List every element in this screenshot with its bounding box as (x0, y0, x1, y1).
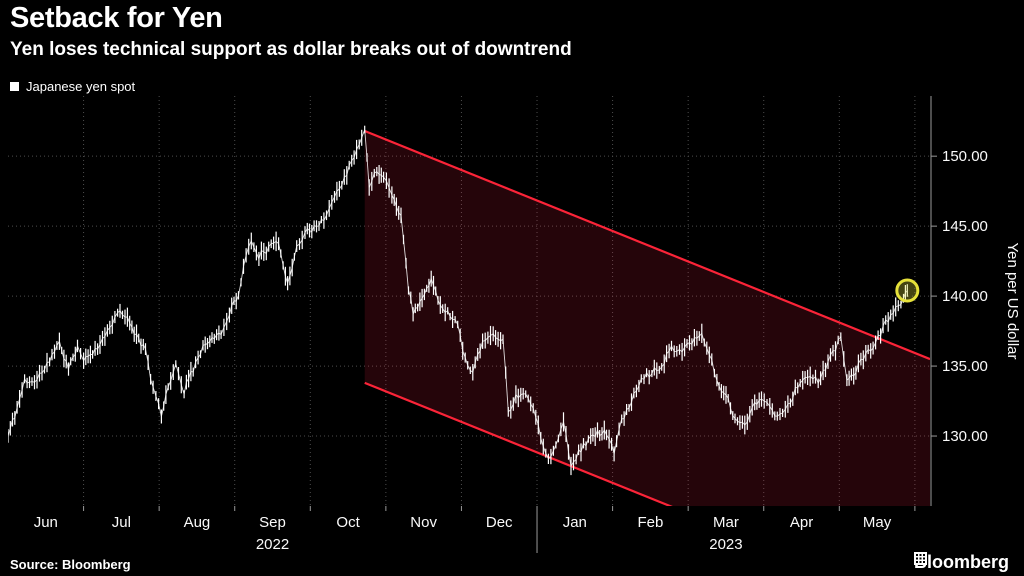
channel-upper-line (364, 129, 930, 361)
chart-subtitle: Yen loses technical support as dollar br… (10, 39, 572, 60)
page-title: Setback for Yen (10, 2, 223, 34)
logo-dot-matrix (913, 552, 927, 565)
legend-swatch-icon (10, 82, 19, 91)
y-tick-label: 140.00 (942, 288, 988, 305)
price-line (8, 129, 908, 468)
source-credit: Source: Bloomberg (10, 557, 131, 572)
channel-lower-line (364, 381, 673, 506)
month-tick-label: Sep (259, 514, 286, 531)
y-tick-label: 135.00 (942, 358, 988, 375)
latest-price-highlight (895, 278, 920, 303)
month-tick-label: Jun (34, 514, 58, 531)
month-tick-label: Feb (637, 514, 663, 531)
bloomberg-logo: Bloomberg (913, 552, 1014, 573)
month-tick-label: Apr (790, 514, 813, 531)
y-tick-label: 130.00 (942, 428, 988, 445)
year-label: 2022 (256, 536, 289, 553)
month-tick-label: Dec (486, 514, 513, 531)
month-tick-label: Jul (112, 514, 131, 531)
month-tick-label: Mar (713, 514, 739, 531)
axis-labels: 130.00 135.00 140.00 145.00 150.00 Jun Jul Aug S… (34, 148, 1021, 553)
legend: Japanese yen spot (10, 79, 135, 94)
channel-fill (364, 130, 930, 506)
y-tick-label: 145.00 (942, 218, 988, 235)
year-label: 2023 (709, 536, 742, 553)
month-tick-label: Jan (563, 514, 587, 531)
trend-channel (364, 129, 930, 506)
legend-label: Japanese yen spot (26, 79, 136, 94)
month-tick-label: May (863, 514, 892, 531)
month-tick-label: Nov (410, 514, 437, 531)
y-tick-label: 150.00 (942, 148, 988, 165)
y-axis-title: Yen per US dollar (1004, 242, 1021, 359)
bloomberg-wordmark: Bloomberg (913, 552, 1009, 572)
month-tick-label: Oct (336, 514, 360, 531)
month-tick-label: Aug (184, 514, 211, 531)
price-bars (8, 125, 908, 476)
right-axis (83, 96, 937, 553)
